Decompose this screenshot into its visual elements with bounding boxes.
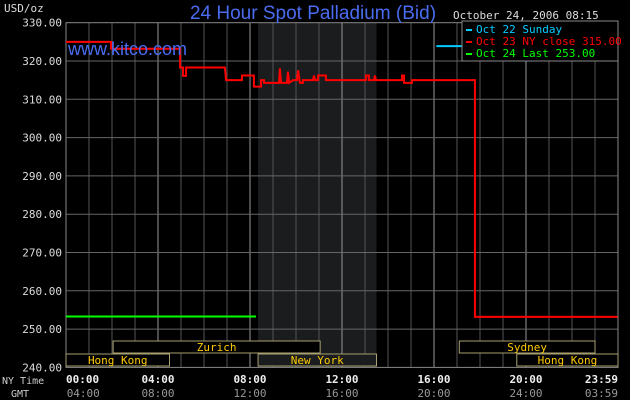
ny-time-label: NY Time: [2, 376, 44, 387]
legend-label: Oct 23 NY close 315.00: [476, 35, 622, 48]
x-tick-label-gmt: 03:59: [585, 387, 618, 400]
legend-swatch: [466, 29, 472, 31]
session-box: [257, 353, 377, 367]
y-tick-label: 270.00: [22, 247, 62, 260]
session-box: [112, 340, 321, 354]
legend-swatch: [466, 53, 472, 55]
y-tick-label: 280.00: [22, 208, 62, 221]
unit-label: USD/oz: [4, 2, 44, 15]
x-tick-label-ny: 16:00: [417, 373, 450, 386]
x-tick-label-ny: 20:00: [509, 373, 542, 386]
session-label: Sydney: [507, 341, 547, 354]
kitco-watermark: www.kitco.com: [67, 39, 187, 59]
plot-frame: [65, 22, 619, 368]
y-tick-label: 250.00: [22, 323, 62, 336]
x-tick-label-ny: 23:59: [585, 373, 618, 386]
chart-title: 24 Hour Spot Palladium (Bid): [190, 3, 436, 24]
y-tick-labels: 330.00 320.00 310.00 300.00 290.00 280.00 270.…: [22, 17, 62, 375]
x-tick-label-ny: 00:00: [66, 373, 99, 386]
y-tick-label: 330.00: [22, 17, 62, 30]
session-box: [65, 353, 170, 367]
y-tick-label: 310.00: [22, 93, 62, 106]
y-tick-label: 260.00: [22, 285, 62, 298]
y-tick-label: 240.00: [22, 361, 62, 374]
x-tick-label-ny: 08:00: [233, 373, 266, 386]
x-tick-label-gmt: 16:00: [325, 387, 358, 400]
series-lines: [66, 40, 618, 318]
x-tick-label-gmt: 08:00: [141, 387, 174, 400]
timestamp: October 24, 2006 08:15: [453, 9, 599, 22]
session-label: Hong Kong: [538, 354, 598, 367]
gmt-label: GMT: [11, 389, 29, 400]
legend-swatch: [466, 41, 472, 43]
shaded-region: [258, 22, 377, 368]
x-tick-label-gmt: 24:00: [509, 387, 542, 400]
x-tick-label-gmt: 04:00: [67, 387, 100, 400]
x-tick-labels: 00:00 04:00 08:00 12:00 16:00 20:00 23:5904:00…: [66, 373, 618, 400]
x-tick-label-ny: 12:00: [325, 373, 358, 386]
y-tick-label: 320.00: [22, 55, 62, 68]
session-box: [516, 353, 619, 367]
series-line-2: [66, 40, 618, 318]
x-tick-label-gmt: 20:00: [417, 387, 450, 400]
legend-label: Oct 24 Last 253.00: [476, 47, 595, 60]
y-tick-label: 290.00: [22, 170, 62, 183]
x-tick-label-gmt: 12:00: [233, 387, 266, 400]
legend-label: Oct 22 Sunday: [476, 23, 562, 36]
x-tick-label-ny: 04:00: [141, 373, 174, 386]
session-label: New York: [291, 354, 344, 367]
session-label: Zurich: [197, 341, 237, 354]
y-tick-label: 300.00: [22, 132, 62, 145]
session-box: [458, 340, 596, 354]
session-label: Hong Kong: [88, 354, 148, 367]
new-york-shaded-region: [258, 22, 377, 368]
